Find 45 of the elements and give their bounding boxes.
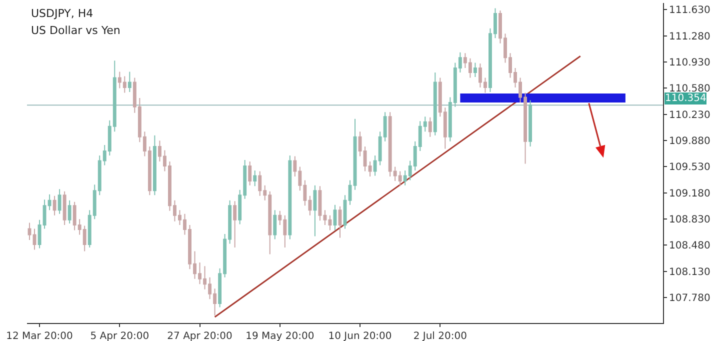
x-tick-label: 19 May 20:00 (246, 331, 314, 341)
candlestick (52, 195, 56, 216)
y-tick-label: 111.280 (669, 31, 710, 42)
y-tick-label: 110.580 (669, 84, 710, 95)
y-tick-label: 110.230 (669, 110, 710, 121)
candlestick (433, 72, 437, 136)
candlestick (288, 155, 292, 240)
candlestick (62, 190, 66, 226)
y-tick-label: 110.930 (669, 58, 710, 69)
ref-line-label: 110.354 (665, 93, 706, 104)
chart-title: USDJPY, H4 (31, 7, 94, 20)
y-tick-label: 109.880 (669, 136, 710, 148)
candlestick (58, 188, 62, 214)
candlestick (32, 228, 36, 250)
x-tick-label: 27 Apr 20:00 (167, 331, 232, 341)
y-tick-label: 111.630 (669, 5, 710, 16)
candlestick (428, 116, 432, 138)
candlestick (313, 184, 317, 237)
candlestick (248, 161, 252, 186)
candlestick (28, 222, 32, 241)
y-tick-label: 107.780 (669, 293, 710, 304)
y-tick-label: 108.830 (669, 214, 710, 226)
y-tick-label: 108.130 (669, 266, 710, 278)
x-tick-label: 2 Jul 20:00 (413, 331, 467, 341)
y-tick-label: 109.180 (669, 188, 710, 200)
candlestick (473, 62, 477, 78)
candlestick (348, 180, 352, 206)
candlestick (273, 210, 277, 240)
candlestick (128, 71, 132, 92)
candlestick (328, 214, 332, 231)
candlestick (353, 118, 357, 190)
candlestick (253, 170, 257, 187)
candlestick (343, 194, 347, 230)
candlestick (528, 100, 532, 148)
text: US Dollar vs Yen (31, 24, 120, 37)
x-tick-label: 5 Apr 20:00 (90, 331, 150, 341)
candlestick (68, 200, 72, 224)
x-tick-label: 10 Jun 20:00 (328, 331, 392, 341)
x-tick-label: 12 Mar 20:00 (6, 331, 73, 341)
y-tick-label: 108.480 (669, 240, 710, 252)
candlestick (333, 204, 337, 231)
candlestick (152, 134, 156, 196)
candlestick (233, 200, 237, 248)
candlestick (338, 206, 342, 238)
y-tick-label: 109.530 (669, 162, 710, 174)
